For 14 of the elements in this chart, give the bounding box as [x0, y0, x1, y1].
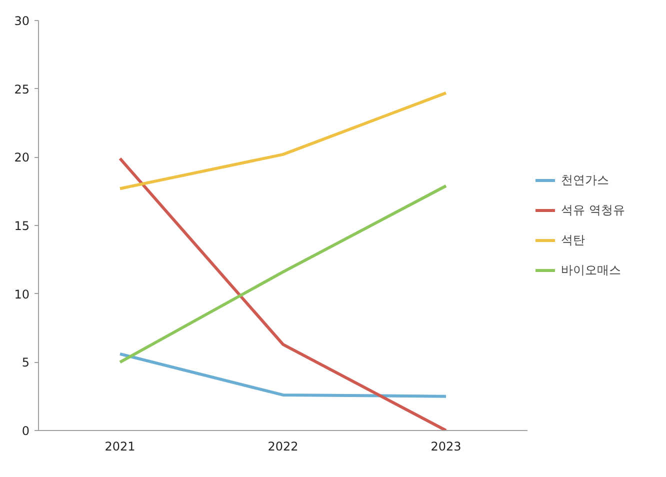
y-tick-label: 5	[22, 356, 30, 370]
legend-label: 바이오매스	[561, 262, 621, 278]
y-tick-label: 15	[14, 219, 30, 233]
legend-label: 천연가스	[561, 172, 609, 188]
y-tick-label: 0	[22, 424, 30, 438]
y-tick-label: 25	[14, 82, 30, 96]
x-tick-label: 2022	[268, 440, 298, 454]
x-tick-label: 2023	[430, 440, 462, 454]
x-tick-label: 2021	[104, 440, 136, 454]
y-tick-label: 30	[14, 14, 30, 28]
y-tick-label: 10	[14, 287, 30, 302]
legend-label: 석유 역청유	[561, 202, 625, 218]
legend-label: 석탄	[561, 232, 585, 248]
y-tick-label: 20	[14, 150, 30, 165]
